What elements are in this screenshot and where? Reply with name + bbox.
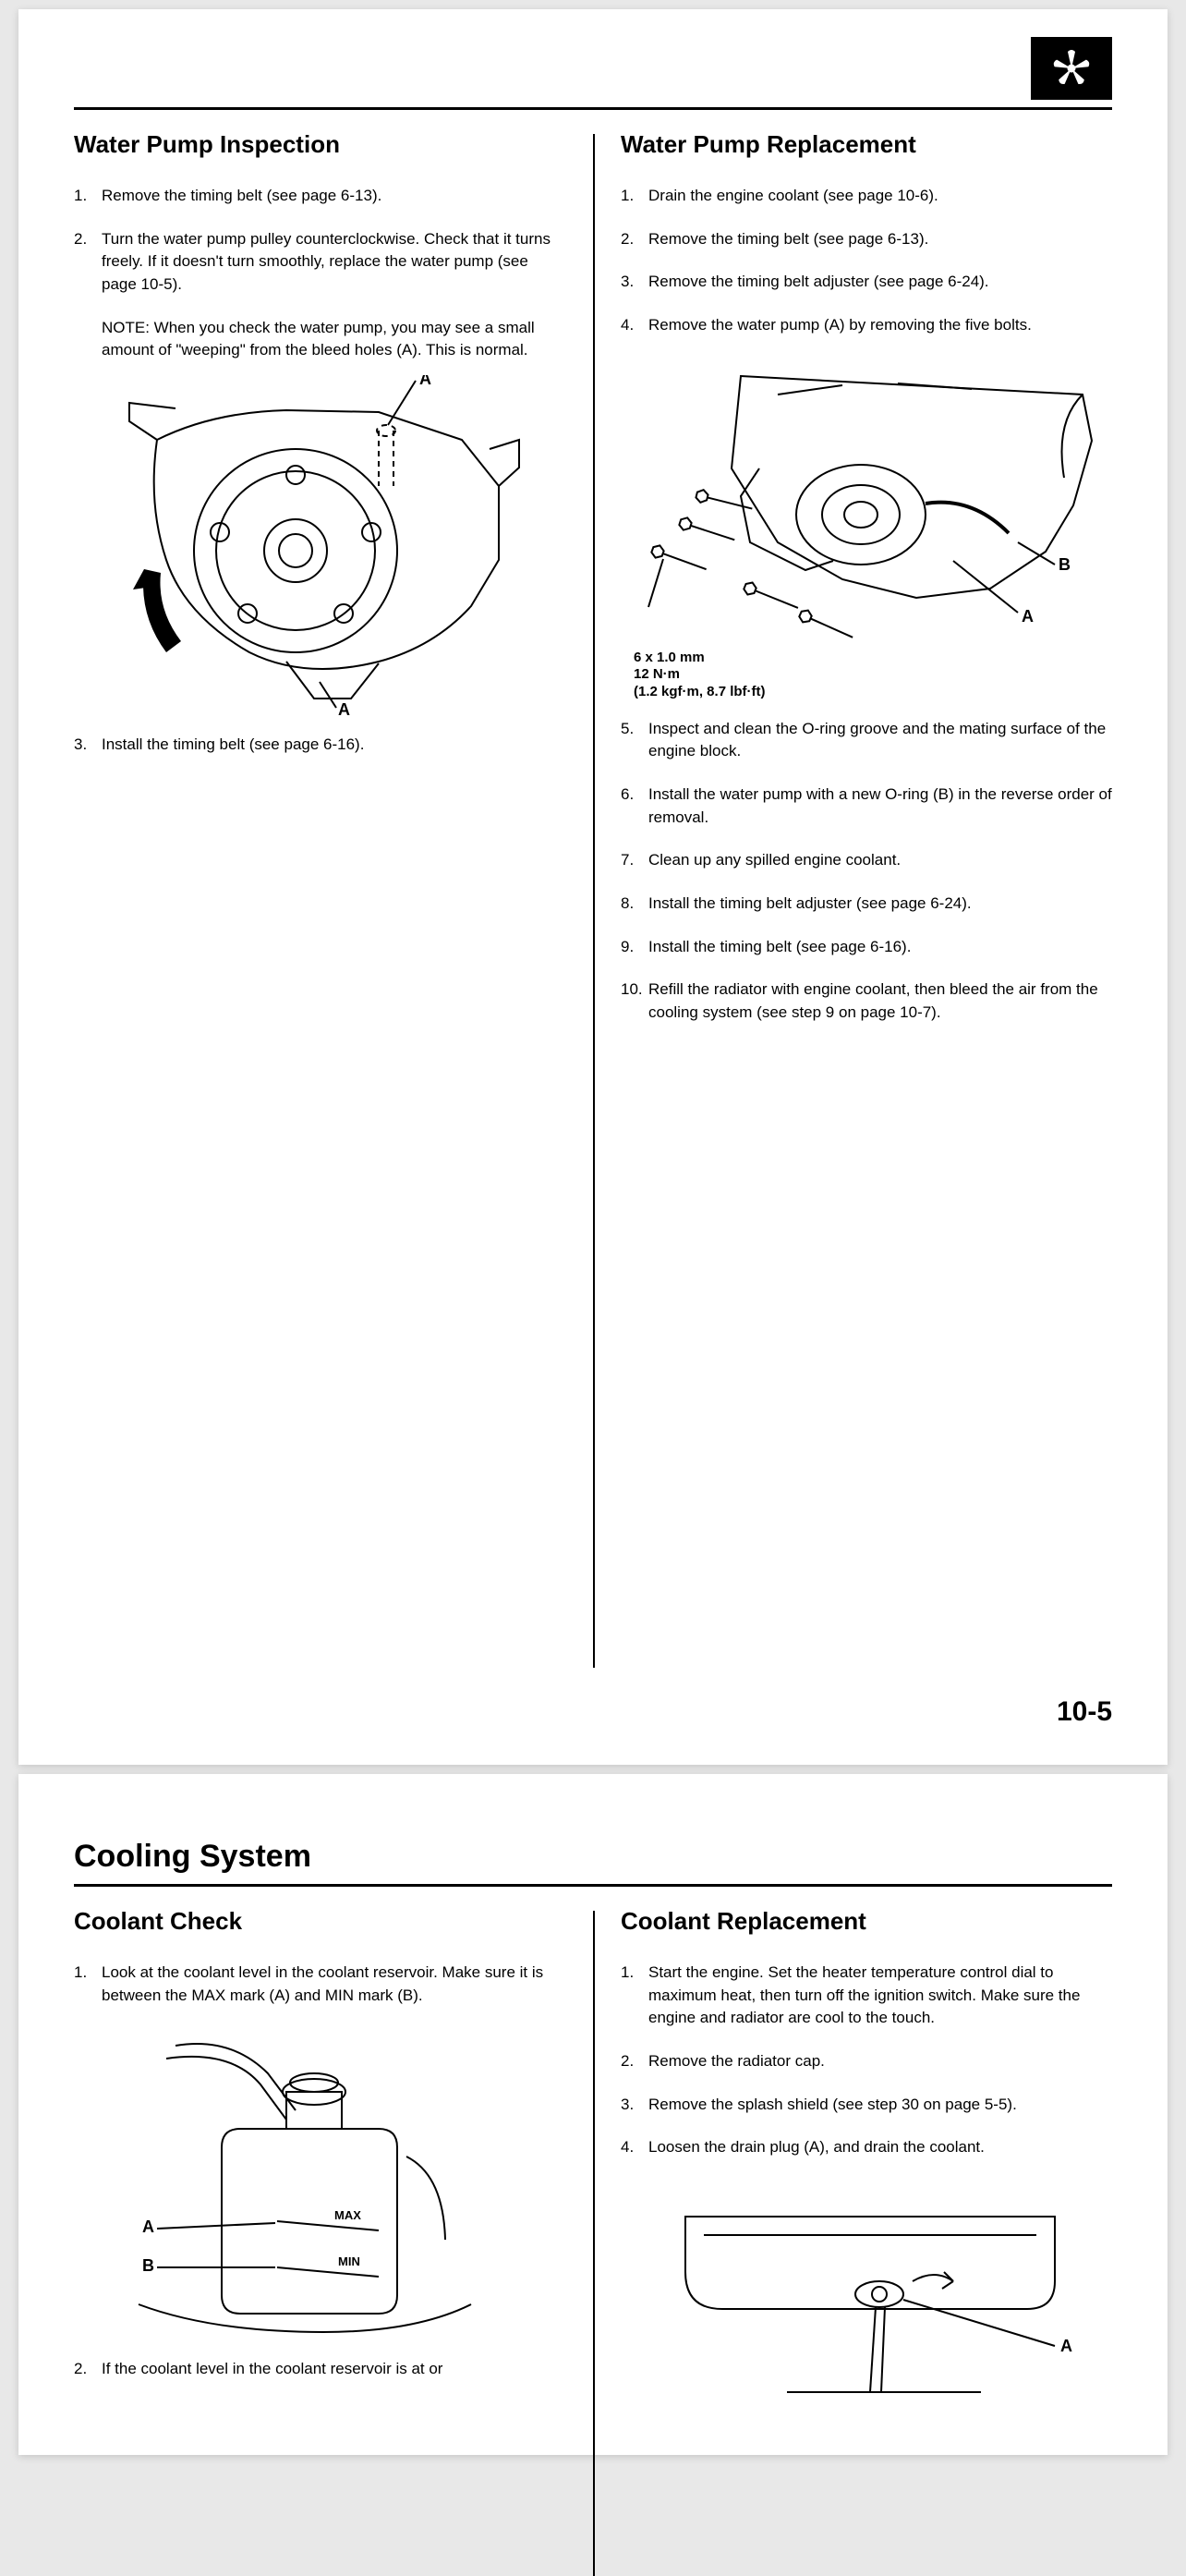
inspection-note: NOTE: When you check the water pump, you… <box>74 317 565 362</box>
diagram-label-b: B <box>1059 555 1071 574</box>
horizontal-rule <box>74 107 1112 110</box>
reservoir-label-a: A <box>142 2218 154 2236</box>
section-heading-coolant-check: Coolant Check <box>74 1907 565 1936</box>
pump-replacement-diagram: B A 6 x 1.0 mm 12 N·m (1.2 kgf·m, 8.7 lb… <box>621 358 1112 701</box>
coolant-check-steps: Look at the coolant level in the coolant… <box>74 1962 565 2007</box>
torque-size: 6 x 1.0 mm <box>634 650 1112 667</box>
diagram-label-a-bottom: A <box>338 700 350 717</box>
inspection-step-1: Remove the timing belt (see page 6-13). <box>74 185 565 208</box>
replacement-step-8: Install the timing belt adjuster (see pa… <box>621 893 1112 916</box>
replacement-steps-2: Inspect and clean the O-ring groove and … <box>621 718 1112 1025</box>
two-column-layout-2: Coolant Check Look at the coolant level … <box>74 1907 1112 2418</box>
section-heading-inspection: Water Pump Inspection <box>74 130 565 159</box>
right-column-2: Coolant Replacement Start the engine. Se… <box>593 1907 1112 2418</box>
inspection-step-2: Turn the water pump pulley counterclockw… <box>74 228 565 297</box>
column-divider <box>593 1911 595 2576</box>
coolant-replacement-steps: Start the engine. Set the heater tempera… <box>621 1962 1112 2159</box>
replacement-step-7: Clean up any spilled engine coolant. <box>621 849 1112 872</box>
chapter-heading: Cooling System <box>74 1839 1112 1875</box>
coolant-replacement-step-1: Start the engine. Set the heater tempera… <box>621 1962 1112 2030</box>
coolant-replacement-step-4: Loosen the drain plug (A), and drain the… <box>621 2136 1112 2159</box>
torque-nm: 12 N·m <box>634 666 1112 684</box>
right-column: Water Pump Replacement Drain the engine … <box>593 130 1112 1045</box>
coolant-replacement-step-3: Remove the splash shield (see step 30 on… <box>621 2094 1112 2117</box>
fan-icon-badge <box>1031 37 1112 100</box>
inspection-steps-cont: Install the timing belt (see page 6-16). <box>74 734 565 757</box>
inspection-steps: Remove the timing belt (see page 6-13). … <box>74 185 565 297</box>
reservoir-max: MAX <box>334 2208 361 2222</box>
diagram-label-a: A <box>1022 607 1034 626</box>
torque-spec: 6 x 1.0 mm 12 N·m (1.2 kgf·m, 8.7 lbf·ft… <box>621 650 1112 701</box>
replacement-step-2: Remove the timing belt (see page 6-13). <box>621 228 1112 251</box>
replacement-step-3: Remove the timing belt adjuster (see pag… <box>621 271 1112 294</box>
manual-page-1: Water Pump Inspection Remove the timing … <box>18 9 1168 1765</box>
drain-label-a: A <box>1060 2337 1072 2355</box>
page-number: 10-5 <box>1057 1696 1112 1728</box>
replacement-step-10: Refill the radiator with engine coolant,… <box>621 978 1112 1024</box>
coolant-check-step-1: Look at the coolant level in the coolant… <box>74 1962 565 2007</box>
horizontal-rule <box>74 1884 1112 1887</box>
section-heading-replacement: Water Pump Replacement <box>621 130 1112 159</box>
torque-imperial: (1.2 kgf·m, 8.7 lbf·ft) <box>634 684 1112 701</box>
replacement-step-1: Drain the engine coolant (see page 10-6)… <box>621 185 1112 208</box>
replacement-step-5: Inspect and clean the O-ring groove and … <box>621 718 1112 763</box>
replacement-step-9: Install the timing belt (see page 6-16). <box>621 936 1112 959</box>
inspection-step-3: Install the timing belt (see page 6-16). <box>74 734 565 757</box>
section-heading-coolant-replacement: Coolant Replacement <box>621 1907 1112 1936</box>
left-column-2: Coolant Check Look at the coolant level … <box>74 1907 593 2418</box>
column-divider <box>593 134 595 1668</box>
replacement-steps-1: Drain the engine coolant (see page 10-6)… <box>621 185 1112 337</box>
two-column-layout: Water Pump Inspection Remove the timing … <box>74 130 1112 1045</box>
reservoir-min: MIN <box>338 2254 360 2268</box>
pump-inspection-diagram: A A <box>74 375 565 717</box>
fan-icon <box>1048 45 1095 91</box>
reservoir-diagram: A B MAX MIN <box>74 2027 565 2341</box>
left-column: Water Pump Inspection Remove the timing … <box>74 130 593 1045</box>
coolant-check-step-2: If the coolant level in the coolant rese… <box>74 2358 565 2381</box>
coolant-check-steps-2: If the coolant level in the coolant rese… <box>74 2358 565 2381</box>
replacement-step-4: Remove the water pump (A) by removing th… <box>621 314 1112 337</box>
reservoir-label-b: B <box>142 2256 154 2275</box>
diagram-label-a-top: A <box>419 375 431 388</box>
manual-page-2: Cooling System Coolant Check Look at the… <box>18 1774 1168 2455</box>
coolant-replacement-step-2: Remove the radiator cap. <box>621 2050 1112 2073</box>
replacement-step-6: Install the water pump with a new O-ring… <box>621 784 1112 829</box>
